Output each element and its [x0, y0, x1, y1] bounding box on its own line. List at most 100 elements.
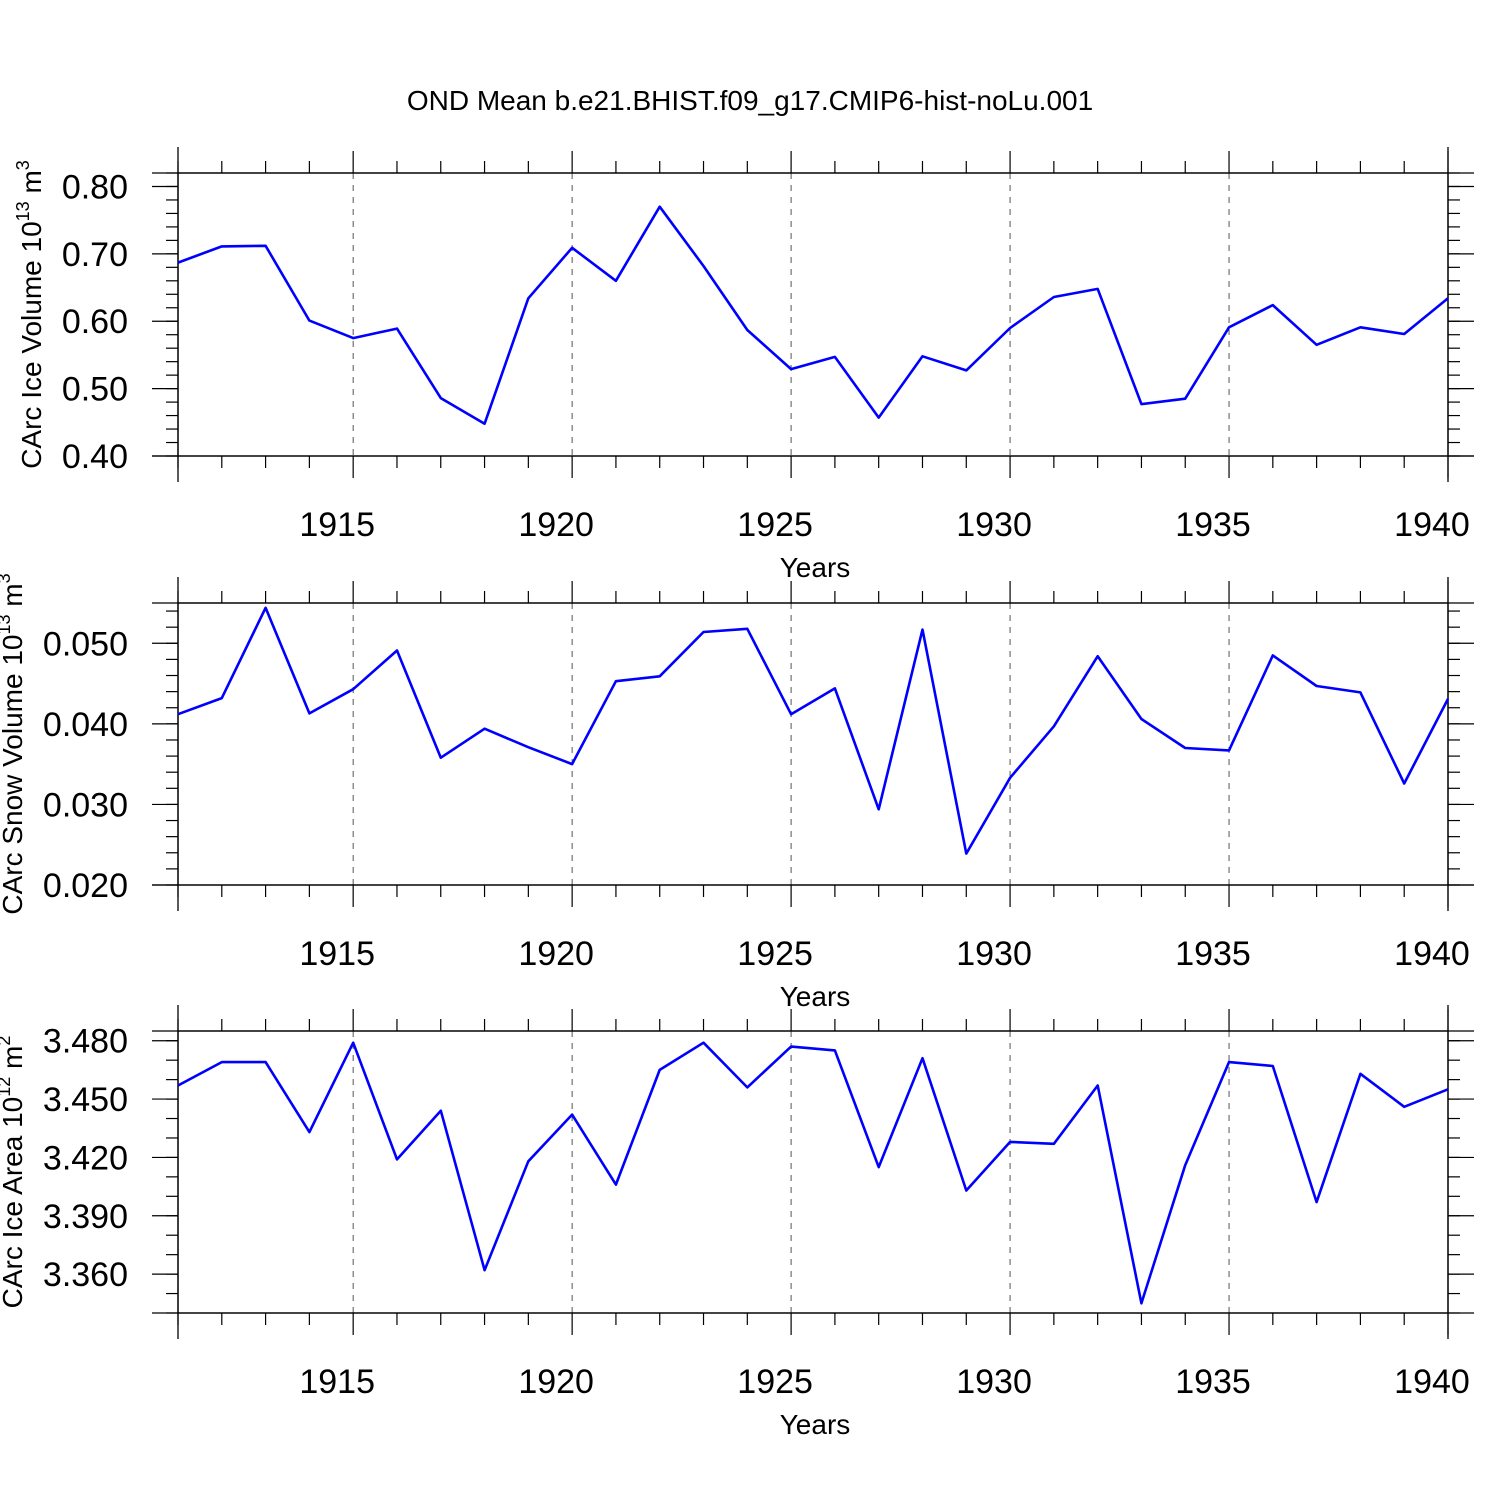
series-line	[177, 1041, 1449, 1305]
data-point	[877, 416, 881, 420]
data-point	[1402, 332, 1406, 336]
data-point	[264, 606, 268, 610]
y-axis-label: CArc Ice Volume 1013 m3	[13, 160, 47, 469]
data-point	[833, 686, 837, 690]
data-point	[307, 711, 311, 715]
y-axis-label-part: m	[16, 170, 47, 201]
x-tick-label: 1915	[299, 1363, 375, 1401]
x-tick-label: 1930	[956, 506, 1032, 544]
data-point	[176, 712, 180, 716]
y-axis-label: CArc Ice Area 1012 m2	[0, 1036, 28, 1309]
data-point	[351, 1041, 355, 1045]
data-point	[1008, 326, 1012, 330]
y-axis-label-part: 3	[13, 160, 33, 170]
y-tick-label: 0.040	[43, 706, 128, 744]
y-axis-label-part: 13	[13, 201, 33, 221]
y-axis-label-part: 13	[0, 614, 14, 634]
y-tick-label: 0.020	[43, 867, 128, 905]
data-point	[658, 674, 662, 678]
y-tick-label: 0.030	[43, 786, 128, 824]
y-axis-label-part: m	[0, 1046, 28, 1077]
series-line	[177, 606, 1450, 855]
x-tick-label: 1920	[518, 935, 594, 973]
panel-ice-area: 1915 1920 1925 1930 1935 1940 3.360 3.390 3.420 3…	[0, 1005, 1474, 1440]
data-point	[570, 762, 574, 766]
data-point	[614, 679, 618, 683]
data-point	[526, 745, 530, 749]
data-point	[570, 246, 574, 250]
y-tick-label: 0.40	[62, 438, 128, 476]
y-tick-label: 3.480	[43, 1023, 128, 1061]
y-axis-label-part: m	[0, 583, 28, 614]
data-point	[1402, 781, 1406, 785]
data-point	[570, 1113, 574, 1117]
data-point	[1271, 653, 1275, 657]
data-point	[1315, 343, 1319, 347]
data-point	[1446, 296, 1450, 300]
x-tick-label: 1925	[737, 935, 813, 973]
data-point	[1052, 295, 1056, 299]
data-point	[833, 355, 837, 359]
x-tick-label: 1915	[299, 935, 375, 973]
figure-title: OND Mean b.e21.BHIST.f09_g17.CMIP6-hist-…	[407, 85, 1093, 116]
data-point	[526, 296, 530, 300]
x-tick-label: 1915	[299, 506, 375, 544]
x-tick-label: 1935	[1175, 935, 1251, 973]
data-point	[307, 1130, 311, 1134]
x-axis-label: Years	[780, 1409, 851, 1440]
data-point	[920, 628, 924, 632]
x-tick-label: 1920	[518, 1363, 594, 1401]
y-tick-label: 0.050	[43, 625, 128, 663]
x-tick-label: 1940	[1394, 506, 1470, 544]
x-tick-label: 1935	[1175, 1363, 1251, 1401]
data-point	[395, 649, 399, 653]
data-point	[658, 1068, 662, 1072]
data-point	[483, 1268, 487, 1272]
x-tick-label: 1925	[737, 1363, 813, 1401]
x-axis-label: Years	[780, 552, 851, 583]
y-axis-label-part: CArc Ice Area 10	[0, 1097, 28, 1309]
y-tick-label: 0.80	[62, 168, 128, 206]
data-point	[877, 807, 881, 811]
data-point	[1315, 1200, 1319, 1204]
y-tick-label: 3.420	[43, 1139, 128, 1177]
data-point	[1052, 1142, 1056, 1146]
x-tick-label: 1930	[956, 1363, 1032, 1401]
data-point	[526, 1159, 530, 1163]
data-point	[614, 279, 618, 283]
data-point	[877, 1165, 881, 1169]
data-point	[220, 244, 224, 248]
data-point	[1096, 287, 1100, 291]
data-point	[483, 727, 487, 731]
data-point	[176, 1083, 180, 1087]
data-point	[833, 1048, 837, 1052]
data-point	[1139, 1301, 1143, 1305]
data-point	[1052, 724, 1056, 728]
data-point	[702, 630, 706, 634]
data-point	[220, 696, 224, 700]
data-point	[1227, 325, 1231, 329]
y-axis-label-part: 3	[0, 573, 14, 583]
x-tick-label: 1925	[737, 506, 813, 544]
data-point	[307, 319, 311, 323]
series-line	[177, 205, 1449, 426]
data-point	[1139, 402, 1143, 406]
x-tick-label: 1940	[1394, 1363, 1470, 1401]
y-axis-label-part: 12	[0, 1077, 14, 1097]
data-point	[1227, 748, 1231, 752]
data-point	[702, 1041, 706, 1045]
data-point	[1315, 684, 1319, 688]
x-tick-label: 1940	[1394, 935, 1470, 973]
data-point	[964, 368, 968, 372]
data-point	[264, 1060, 268, 1064]
data-point	[789, 1045, 793, 1049]
data-point	[1358, 690, 1362, 694]
x-axis-label: Years	[780, 981, 851, 1012]
data-point	[964, 852, 968, 856]
data-point	[745, 627, 749, 631]
y-tick-label: 0.70	[62, 236, 128, 274]
data-point	[351, 687, 355, 691]
data-point	[264, 244, 268, 248]
